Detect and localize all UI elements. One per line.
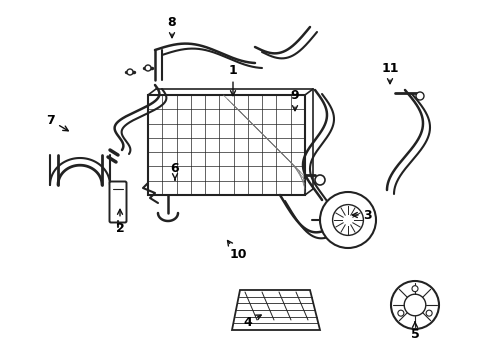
Text: 11: 11 [381,62,399,84]
Circle shape [391,281,439,329]
Text: 5: 5 [411,322,419,342]
Text: 8: 8 [168,15,176,38]
Text: 6: 6 [171,162,179,180]
Text: 2: 2 [116,209,124,234]
Circle shape [416,92,424,100]
Circle shape [398,310,404,316]
Circle shape [145,65,151,71]
Text: 10: 10 [227,240,247,261]
Text: 3: 3 [352,208,372,221]
Circle shape [333,204,364,235]
Circle shape [404,294,426,316]
Circle shape [426,310,432,316]
Text: 4: 4 [244,315,261,328]
Text: 9: 9 [291,89,299,111]
FancyBboxPatch shape [109,181,126,222]
Circle shape [127,69,133,75]
Circle shape [320,192,376,248]
Circle shape [412,286,418,292]
Bar [148,95,305,195]
Text: 7: 7 [46,113,68,131]
Text: 1: 1 [229,63,237,96]
Circle shape [315,175,325,185]
